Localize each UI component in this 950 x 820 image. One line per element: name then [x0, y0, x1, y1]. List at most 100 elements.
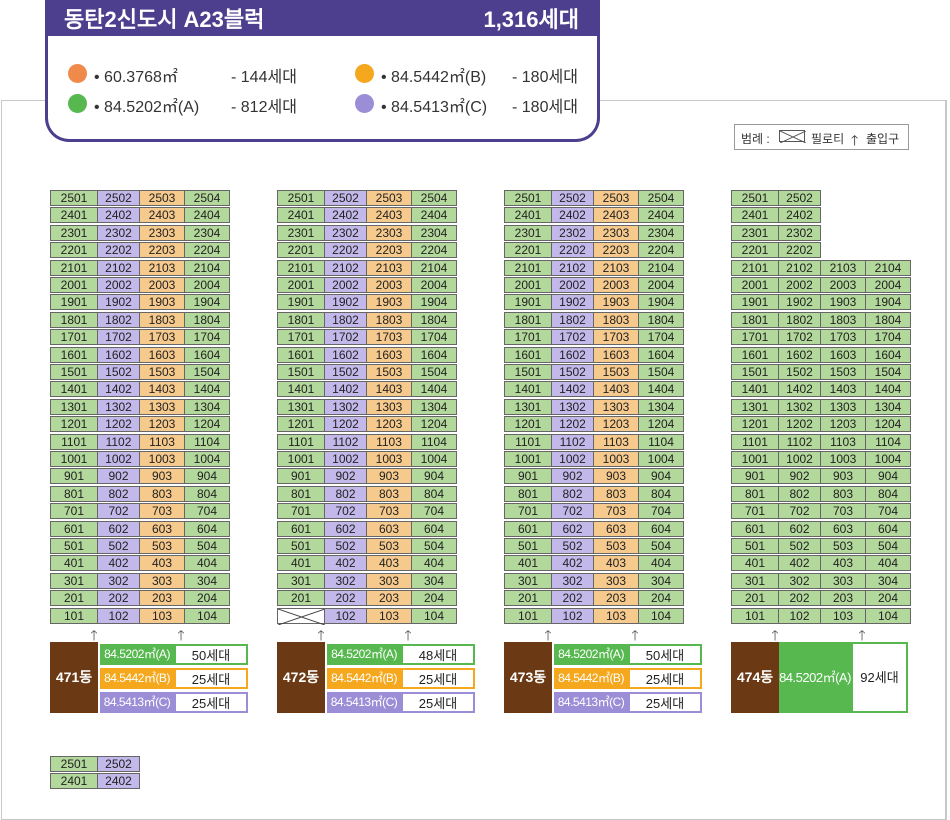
unit-cell[interactable]: 1303 [820, 398, 866, 415]
unit-cell[interactable]: 303 [820, 572, 866, 589]
unit-cell[interactable]: 1902 [97, 294, 140, 311]
unit-cell[interactable]: 1404 [411, 381, 457, 398]
unit-cell[interactable]: 1202 [324, 416, 367, 433]
unit-cell[interactable]: 2403 [366, 207, 412, 224]
unit-cell[interactable]: 804 [184, 485, 230, 502]
unit-cell[interactable]: 702 [324, 503, 367, 520]
unit-cell[interactable]: 1904 [184, 294, 230, 311]
unit-cell[interactable]: 1703 [139, 329, 185, 346]
unit-cell[interactable]: 1304 [638, 398, 684, 415]
unit-cell[interactable]: 404 [638, 555, 684, 572]
unit-cell[interactable]: 2502 [97, 756, 140, 772]
unit-cell[interactable]: 901 [504, 468, 552, 485]
unit-cell[interactable]: 1401 [50, 381, 98, 398]
unit-cell[interactable]: 1001 [50, 451, 98, 467]
unit-cell[interactable]: 302 [97, 572, 140, 589]
unit-cell[interactable]: 1301 [731, 398, 779, 415]
unit-cell[interactable]: 2104 [184, 259, 230, 276]
unit-cell[interactable]: 2204 [184, 242, 230, 259]
unit-cell[interactable]: 1304 [184, 398, 230, 415]
unit-cell[interactable]: 503 [139, 538, 185, 554]
unit-cell[interactable]: 303 [366, 572, 412, 589]
unit-cell[interactable]: 202 [324, 590, 367, 607]
unit-cell[interactable]: 1603 [820, 346, 866, 363]
unit-cell[interactable]: 1201 [50, 416, 98, 433]
unit-cell[interactable]: 703 [820, 503, 866, 520]
unit-cell[interactable]: 102 [97, 607, 140, 624]
unit-cell[interactable]: 1003 [139, 451, 185, 467]
unit-cell[interactable]: 1704 [184, 329, 230, 346]
unit-cell[interactable]: 1701 [504, 329, 552, 346]
unit-cell[interactable]: 804 [411, 485, 457, 502]
unit-cell[interactable]: 401 [277, 555, 325, 572]
unit-cell[interactable]: 1003 [366, 451, 412, 467]
unit-cell[interactable]: 2204 [411, 242, 457, 259]
unit-cell[interactable]: 2401 [731, 207, 779, 224]
unit-cell[interactable]: 1104 [638, 433, 684, 450]
unit-cell[interactable]: 2203 [366, 242, 412, 259]
unit-cell[interactable]: 2004 [638, 277, 684, 293]
unit-cell[interactable]: 1602 [551, 346, 594, 363]
unit-cell[interactable]: 1101 [731, 433, 779, 450]
unit-cell[interactable]: 1203 [139, 416, 185, 433]
unit-cell[interactable]: 804 [865, 485, 911, 502]
unit-cell[interactable]: 1204 [638, 416, 684, 433]
unit-cell[interactable]: 1601 [277, 346, 325, 363]
unit-cell[interactable]: 2001 [504, 277, 552, 293]
unit-cell[interactable]: 1802 [97, 311, 140, 328]
unit-cell[interactable]: 1703 [593, 329, 639, 346]
unit-cell[interactable]: 404 [184, 555, 230, 572]
unit-cell[interactable]: 204 [865, 590, 911, 607]
unit-cell[interactable]: 2303 [366, 224, 412, 241]
unit-cell[interactable]: 904 [865, 468, 911, 485]
unit-cell[interactable]: 1702 [97, 329, 140, 346]
unit-cell[interactable]: 101 [504, 607, 552, 624]
unit-cell[interactable]: 1503 [366, 364, 412, 380]
unit-cell[interactable]: 1103 [820, 433, 866, 450]
unit-cell[interactable]: 303 [593, 572, 639, 589]
unit-cell[interactable]: 1804 [411, 311, 457, 328]
unit-cell[interactable]: 201 [731, 590, 779, 607]
unit-cell[interactable]: 102 [778, 607, 821, 624]
unit-cell[interactable]: 204 [184, 590, 230, 607]
unit-cell[interactable]: 1501 [277, 364, 325, 380]
unit-cell[interactable]: 1702 [324, 329, 367, 346]
unit-cell[interactable]: 102 [551, 607, 594, 624]
unit-cell[interactable]: 902 [324, 468, 367, 485]
unit-cell[interactable]: 1401 [277, 381, 325, 398]
unit-cell[interactable]: 302 [324, 572, 367, 589]
unit-cell[interactable]: 501 [731, 538, 779, 554]
unit-cell[interactable]: 304 [184, 572, 230, 589]
unit-cell[interactable]: 1503 [820, 364, 866, 380]
unit-cell[interactable]: 1003 [820, 451, 866, 467]
unit-cell[interactable]: 602 [97, 520, 140, 537]
unit-cell[interactable]: 1002 [97, 451, 140, 467]
unit-cell[interactable]: 2401 [504, 207, 552, 224]
unit-cell[interactable]: 603 [366, 520, 412, 537]
unit-cell[interactable]: 2202 [551, 242, 594, 259]
unit-cell[interactable]: 1203 [366, 416, 412, 433]
unit-cell[interactable]: 1002 [551, 451, 594, 467]
unit-cell[interactable]: 1903 [139, 294, 185, 311]
unit-cell[interactable]: 1802 [551, 311, 594, 328]
unit-cell[interactable]: 1801 [277, 311, 325, 328]
unit-cell[interactable]: 1802 [778, 311, 821, 328]
unit-cell[interactable]: 502 [551, 538, 594, 554]
unit-cell[interactable]: 1504 [638, 364, 684, 380]
unit-cell[interactable]: 2503 [593, 190, 639, 206]
unit-cell[interactable]: 104 [638, 607, 684, 624]
unit-cell[interactable]: 901 [277, 468, 325, 485]
unit-cell[interactable]: 401 [50, 555, 98, 572]
unit-cell[interactable]: 802 [778, 485, 821, 502]
unit-cell[interactable]: 1402 [778, 381, 821, 398]
unit-cell[interactable]: 1901 [504, 294, 552, 311]
unit-cell[interactable]: 301 [504, 572, 552, 589]
unit-cell[interactable]: 1404 [184, 381, 230, 398]
unit-cell[interactable]: 404 [865, 555, 911, 572]
unit-cell[interactable]: 1804 [184, 311, 230, 328]
unit-cell[interactable]: 2101 [504, 259, 552, 276]
unit-cell[interactable]: 2504 [638, 190, 684, 206]
unit-cell[interactable]: 1702 [551, 329, 594, 346]
unit-cell[interactable]: 603 [139, 520, 185, 537]
unit-cell[interactable]: 304 [638, 572, 684, 589]
